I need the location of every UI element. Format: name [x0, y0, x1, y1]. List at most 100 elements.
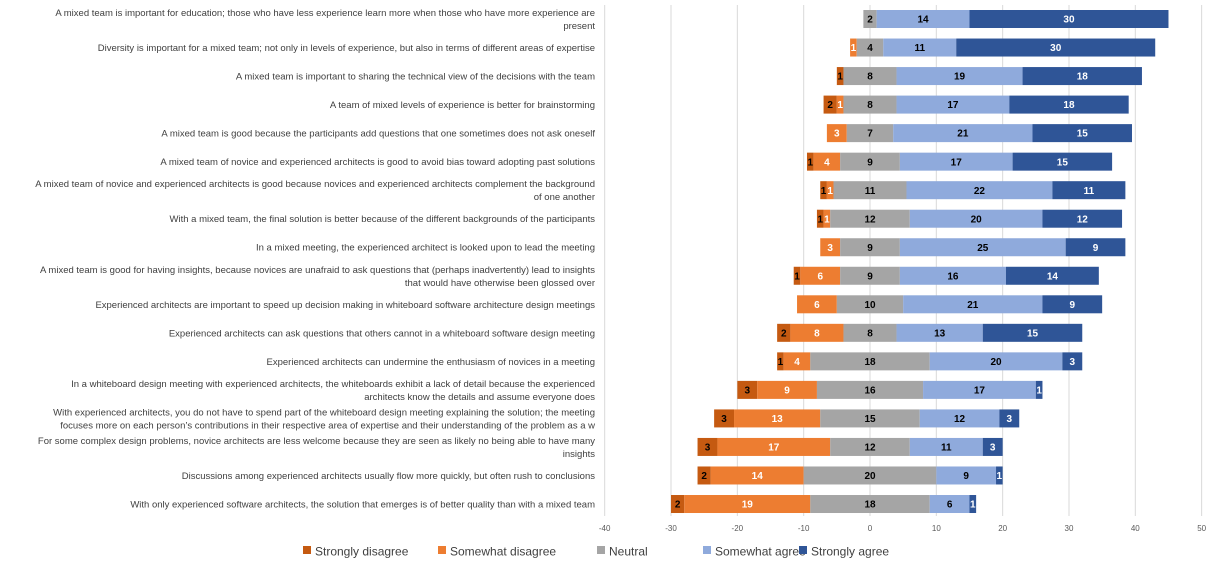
segment-value-label: 1 — [824, 214, 830, 225]
segment-value-label: 6 — [814, 300, 820, 311]
bar-strongly-agree — [1042, 295, 1103, 314]
bar-neutral — [830, 209, 910, 228]
statement-label: With experienced architects, you do not … — [53, 407, 595, 418]
segment-value-label: 30 — [1063, 15, 1075, 26]
bar-somewhat-disagree — [684, 495, 811, 514]
segment-value-label: 9 — [963, 471, 969, 482]
bar-strongly-agree — [1042, 209, 1123, 228]
bar-neutral — [840, 152, 900, 171]
segment-value-label: 1 — [837, 72, 843, 83]
segment-value-label: 17 — [951, 157, 963, 168]
segment-value-label: 18 — [864, 357, 876, 368]
segment-value-label: 3 — [827, 243, 833, 254]
segment-value-label: 18 — [864, 500, 876, 511]
x-tick-label: -10 — [798, 524, 810, 533]
segment-value-label: 1 — [808, 157, 814, 168]
segment-value-label: 16 — [947, 271, 959, 282]
segment-value-label: 14 — [752, 471, 764, 482]
segment-value-label: 20 — [864, 471, 876, 482]
legend-strongly-agree-swatch — [799, 546, 807, 554]
legend-neutral-label: Neutral — [609, 545, 648, 559]
bar-strongly-agree — [956, 38, 1156, 57]
statement-label: Discussions among experienced architects… — [182, 471, 596, 482]
segment-value-label: 1 — [837, 100, 843, 111]
bar-somewhat-agree — [899, 152, 1013, 171]
bar-strongly-agree — [982, 437, 1003, 456]
statement-label: Diversity is important for a mixed team;… — [98, 43, 595, 54]
segment-value-label: 15 — [1057, 157, 1069, 168]
segment-value-label: 16 — [864, 385, 876, 396]
segment-value-label: 1 — [851, 43, 857, 54]
bar-strongly-disagree — [823, 95, 837, 114]
bar-neutral — [803, 466, 937, 485]
bar-somewhat-disagree — [823, 209, 831, 228]
bar-strongly-disagree — [836, 67, 844, 86]
bars: 2 14 301 4 11 301 8 19 182 1 8 17 183 7 21 151 4 9 17 151 1 1… — [671, 10, 1169, 514]
bar-neutral — [836, 295, 904, 314]
segment-value-label: 22 — [974, 186, 986, 197]
segment-value-label: 17 — [768, 443, 780, 454]
statement-labels: A mixed team is important for education;… — [35, 8, 595, 511]
segment-value-label: 1 — [821, 186, 827, 197]
segment-value-label: 3 — [990, 443, 996, 454]
segment-value-label: 3 — [834, 129, 840, 140]
bar-somewhat-agree — [876, 10, 970, 28]
bar-somewhat-disagree — [717, 437, 831, 456]
x-tick-label: -20 — [732, 524, 744, 533]
bar-somewhat-agree — [903, 295, 1043, 314]
bar-somewhat-agree — [906, 181, 1053, 200]
bar-strongly-agree — [1009, 95, 1129, 114]
statement-label: Experienced architects can ask questions… — [169, 328, 595, 339]
bar-neutral — [810, 495, 930, 514]
bar-somewhat-disagree — [797, 295, 837, 314]
statement-label: A mixed team of novice and experienced a… — [160, 157, 595, 168]
segment-value-label: 15 — [864, 414, 876, 425]
bar-strongly-disagree — [816, 209, 824, 228]
x-axis-ticks: -40 -30 -20 -10 0 10 20 30 40 50 — [599, 524, 1207, 533]
segment-value-label: 25 — [977, 243, 989, 254]
segment-value-label: 19 — [742, 500, 754, 511]
bar-neutral — [820, 409, 920, 428]
bar-strongly-agree — [996, 466, 1003, 485]
bar-neutral — [843, 95, 897, 114]
legend-strongly-disagree-label: Strongly disagree — [315, 545, 409, 559]
bar-somewhat-disagree — [820, 238, 841, 257]
segment-value-label: 1 — [817, 214, 823, 225]
x-tick-label: 10 — [932, 524, 941, 533]
segment-value-label: 14 — [918, 15, 930, 26]
bar-somewhat-agree — [896, 323, 983, 342]
bar-strongly-disagree — [737, 380, 758, 399]
legend-strongly-agree-label: Strongly agree — [811, 545, 889, 559]
segment-value-label: 19 — [954, 72, 966, 83]
bar-somewhat-agree — [899, 266, 1006, 285]
statement-label: A mixed team is good for having insights… — [40, 265, 595, 276]
bar-somewhat-agree — [896, 67, 1023, 86]
bar-neutral — [843, 323, 897, 342]
bar-neutral — [863, 10, 877, 28]
bar-strongly-agree — [1032, 124, 1133, 143]
segment-value-label: 12 — [864, 443, 876, 454]
statement-label: With only experienced software architect… — [130, 500, 595, 511]
bar-strongly-disagree — [793, 266, 801, 285]
segment-value-label: 9 — [867, 157, 873, 168]
bar-somewhat-agree — [909, 209, 1043, 228]
x-tick-label: 40 — [1131, 524, 1140, 533]
bar-strongly-agree — [999, 409, 1020, 428]
statement-label: Experienced architects are important to … — [95, 300, 595, 311]
bar-strongly-agree — [1022, 67, 1142, 86]
bar-somewhat-disagree — [850, 38, 857, 57]
segment-value-label: 8 — [814, 328, 820, 339]
legend-neutral-swatch — [597, 546, 605, 554]
bar-strongly-agree — [1012, 152, 1113, 171]
legend-somewhat-disagree-swatch — [438, 546, 446, 554]
segment-value-label: 14 — [1047, 271, 1059, 282]
bar-somewhat-disagree — [826, 124, 847, 143]
bar-somewhat-agree — [929, 352, 1063, 371]
segment-value-label: 9 — [867, 271, 873, 282]
segment-value-label: 2 — [827, 100, 833, 111]
segment-value-label: 30 — [1050, 43, 1062, 54]
segment-value-label: 3 — [1070, 357, 1076, 368]
segment-value-label: 2 — [675, 500, 681, 511]
statement-label: that would have otherwise been glossed o… — [405, 278, 595, 289]
bar-somewhat-disagree — [813, 152, 841, 171]
